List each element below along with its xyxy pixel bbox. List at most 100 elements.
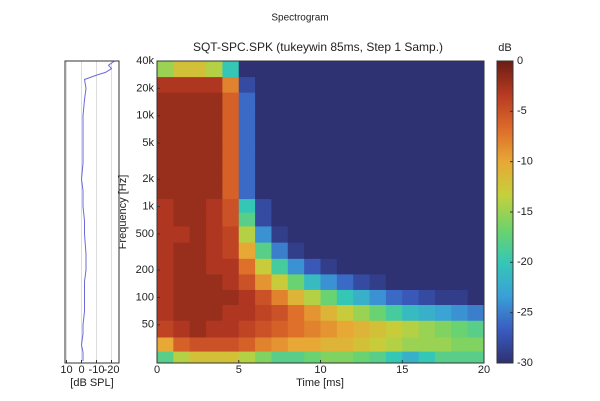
line [80, 60, 115, 361]
heatmap-cell [304, 183, 321, 200]
heatmap-cell [402, 107, 420, 122]
heatmap-cell [418, 242, 436, 259]
heatmap-cell [173, 151, 191, 168]
heatmap-cell [157, 273, 174, 290]
heatmap-cell [206, 273, 223, 290]
heatmap-cell [173, 273, 191, 290]
heatmap-cell [336, 320, 354, 338]
heatmap-cell [157, 198, 174, 213]
heatmap-cell [385, 258, 403, 275]
heatmap-cell [353, 225, 371, 243]
heatmap-cell [369, 258, 387, 275]
heatmap-cell [255, 212, 272, 227]
heatmap-cell [287, 121, 305, 136]
heatmap-cell [353, 351, 371, 364]
heatmap-cell [255, 107, 272, 122]
heatmap-cell [451, 225, 469, 243]
heatmap-cell [157, 320, 174, 338]
heatmap-cell [238, 212, 256, 227]
heatmap-cell [206, 289, 223, 305]
heatmap-cell [434, 212, 452, 227]
heatmap-cell [467, 183, 485, 200]
heatmap-cell [287, 61, 305, 78]
heatmap-cell [451, 121, 469, 136]
heatmap-cell [451, 198, 469, 213]
heatmap-cell [222, 92, 240, 109]
heatmap-cell [304, 289, 321, 305]
heatmap-cell [287, 92, 305, 109]
heatmap-cell [385, 198, 403, 213]
heatmap-cell [189, 121, 207, 136]
heatmap-cell [157, 92, 174, 109]
heatmap-cell [157, 76, 174, 93]
heatmap-cell [369, 320, 387, 338]
heatmap-cell [255, 320, 272, 338]
heatmap-cell [222, 183, 240, 200]
heatmap-cell [173, 242, 191, 259]
heatmap-cell [434, 135, 452, 152]
heatmap-cell [189, 351, 207, 364]
y-tick-label: 100 [136, 291, 154, 303]
heatmap-cell [304, 242, 321, 259]
heatmap-cell [336, 336, 354, 352]
heatmap-cell [271, 121, 289, 136]
heatmap-cell [353, 76, 371, 93]
heatmap-cell [189, 183, 207, 200]
heatmap-cell [238, 121, 256, 136]
heatmap-cell [238, 107, 256, 122]
heatmap-cell [304, 273, 321, 290]
heatmap-cell [369, 61, 387, 78]
heatmap-cell [157, 258, 174, 275]
heatmap-cell [255, 61, 272, 78]
heatmap-cell [467, 135, 485, 152]
heatmap-cell [385, 135, 403, 152]
heatmap-cell [369, 273, 387, 290]
heatmap-cell [255, 351, 272, 364]
heatmap-cell [320, 336, 338, 352]
heatmap-cell [385, 304, 403, 321]
heatmap-cell [451, 151, 469, 168]
heatmap-cell [271, 336, 289, 352]
heatmap-cell [402, 242, 420, 259]
y-tick-label: 500 [136, 228, 154, 240]
heatmap-cell [206, 183, 223, 200]
heatmap-cell [173, 135, 191, 152]
x-axis-label: [dB SPL] [70, 377, 113, 389]
heatmap-cell [320, 273, 338, 290]
x-tick-label: 5 [236, 364, 242, 376]
heatmap-cell [451, 351, 469, 364]
heatmap-cell [320, 258, 338, 275]
heatmap-cell [271, 76, 289, 93]
heatmap-cell [206, 351, 223, 364]
heatmap-cell [369, 212, 387, 227]
heatmap-cell [434, 351, 452, 364]
heatmap-cell [353, 61, 371, 78]
heatmap-cell [353, 92, 371, 109]
heatmap-cell [304, 336, 321, 352]
heatmap-cell [353, 320, 371, 338]
heatmap-cell [467, 304, 485, 321]
heatmap-cell [271, 198, 289, 213]
heatmap-cell [189, 304, 207, 321]
heatmap-cell [451, 258, 469, 275]
heatmap-cell [238, 135, 256, 152]
heatmap-cell [304, 135, 321, 152]
heatmap-cell [320, 107, 338, 122]
heatmap-cell [353, 304, 371, 321]
heatmap-cell [287, 258, 305, 275]
heatmap-cell [336, 92, 354, 109]
heatmap-cell [385, 151, 403, 168]
heatmap-cell [271, 320, 289, 338]
heatmap-cell [271, 183, 289, 200]
heatmap-cell [271, 167, 289, 184]
heatmap-cell [255, 151, 272, 168]
x-tick-label: -10 [89, 364, 105, 376]
heatmap-cell [304, 225, 321, 243]
heatmap-cell [467, 92, 485, 109]
heatmap-cell [434, 183, 452, 200]
heatmap-cell [189, 92, 207, 109]
heatmap-cell [173, 258, 191, 275]
heatmap-cell [385, 351, 403, 364]
heatmap-cell [222, 151, 240, 168]
heatmap-cell [189, 258, 207, 275]
